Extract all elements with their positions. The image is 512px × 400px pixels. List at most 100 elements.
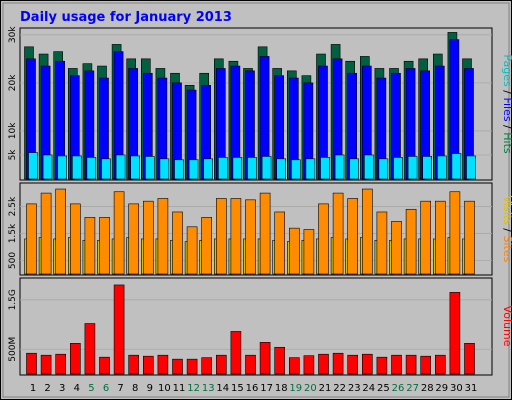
- pages-bar: [218, 157, 228, 180]
- pages-bar: [261, 156, 272, 180]
- visits-chart-group: 500 1.5k 2.5k: [8, 188, 492, 275]
- day-label: 12: [187, 383, 200, 394]
- volume-bar: [303, 355, 315, 375]
- ylabel-part: Volume: [501, 306, 512, 347]
- day-label: 31: [465, 383, 478, 394]
- pages-bar: [276, 158, 287, 180]
- pages-bar: [363, 154, 374, 180]
- day-label: 13: [202, 383, 215, 394]
- hits-ylabel: Pages / Files / Hits: [501, 54, 512, 154]
- pages-bar: [407, 156, 418, 180]
- day-label: 17: [260, 383, 273, 394]
- sites-bar: [128, 203, 139, 275]
- ylabel-part: Visits: [501, 196, 512, 225]
- sites-bar: [40, 192, 52, 275]
- sites-bar: [157, 198, 169, 275]
- sites-bar: [318, 203, 329, 275]
- sites-bar: [303, 229, 315, 275]
- ylabel-part: /: [501, 225, 512, 236]
- pages-bar: [334, 154, 345, 180]
- pages-bar: [101, 158, 111, 180]
- volume-bar: [274, 346, 286, 375]
- day-label: 25: [377, 383, 390, 394]
- day-label: 14: [216, 383, 229, 394]
- day-label: 16: [246, 383, 259, 394]
- volume-bar: [245, 354, 256, 375]
- volume-bar: [99, 356, 110, 375]
- day-label: 4: [74, 383, 80, 394]
- pages-bar: [378, 158, 389, 180]
- day-label: 10: [158, 383, 171, 394]
- pages-bar: [115, 154, 126, 180]
- sites-bar: [259, 192, 271, 275]
- day-label: 19: [289, 383, 302, 394]
- volume-ytick-label: 1.5G: [8, 289, 18, 310]
- pages-bar: [320, 157, 330, 180]
- pages-bar: [290, 159, 301, 180]
- pages-bar: [436, 155, 447, 180]
- sites-bar: [143, 200, 154, 275]
- volume-bar: [172, 358, 183, 375]
- volume-bar: [420, 355, 432, 375]
- pages-bar: [130, 155, 140, 180]
- sites-bar: [55, 188, 67, 275]
- volume-bar: [55, 353, 67, 375]
- sites-bar: [26, 203, 37, 275]
- ylabel-part: Pages: [501, 54, 512, 87]
- volume-bar: [201, 357, 212, 375]
- day-label: 23: [348, 383, 361, 394]
- sites-bar: [274, 211, 286, 275]
- sites-bar: [230, 198, 242, 275]
- volume-bar: [405, 354, 417, 375]
- pages-bar: [349, 158, 360, 180]
- volume-bar: [391, 354, 402, 375]
- sites-bar: [113, 191, 125, 275]
- visits-ytick-label: 2.5k: [8, 196, 18, 216]
- pages-bar: [86, 157, 97, 180]
- day-label: 8: [132, 383, 138, 394]
- ylabel-part: Sites: [501, 236, 512, 263]
- volume-bar: [143, 355, 154, 375]
- pages-bar: [174, 159, 184, 180]
- sites-bar: [84, 217, 96, 275]
- sites-bar: [361, 188, 373, 275]
- sites-bar: [99, 217, 110, 275]
- pages-bar: [145, 156, 155, 180]
- volume-bar: [332, 352, 344, 375]
- day-label: 5: [88, 383, 94, 394]
- day-label: 18: [275, 383, 288, 394]
- volume-ytick-label: 500M: [8, 337, 18, 362]
- pages-bar: [203, 158, 213, 180]
- visits-ytick-label: 1.5k: [8, 223, 18, 243]
- pages-bar: [393, 157, 403, 180]
- volume-chart-group: 500M 1.5G: [8, 284, 492, 375]
- volume-bar: [70, 343, 81, 375]
- hits-ytick-label: 30k: [8, 26, 18, 43]
- ylabel-part: Hits: [501, 132, 512, 154]
- sites-bar: [391, 221, 402, 275]
- day-label: 9: [147, 383, 153, 394]
- volume-bar: [434, 354, 446, 375]
- day-label: 7: [117, 383, 123, 394]
- pages-bar: [72, 155, 82, 180]
- day-label: 20: [304, 383, 317, 394]
- volume-bar: [449, 292, 461, 375]
- volume-bar: [186, 358, 198, 375]
- pages-bar: [232, 157, 243, 180]
- sites-bar: [245, 199, 256, 275]
- sites-bar: [434, 200, 446, 275]
- pages-bar: [422, 156, 433, 180]
- pages-bar: [188, 159, 199, 180]
- sites-bar: [70, 203, 81, 275]
- pages-bar: [42, 154, 53, 180]
- volume-bar: [318, 353, 329, 375]
- volume-bar: [157, 354, 169, 375]
- day-label: 29: [435, 383, 448, 394]
- day-label: 30: [450, 383, 463, 394]
- pages-bar: [305, 158, 316, 180]
- day-label: 22: [333, 383, 346, 394]
- sites-bar: [288, 227, 300, 275]
- sites-bar: [172, 211, 183, 275]
